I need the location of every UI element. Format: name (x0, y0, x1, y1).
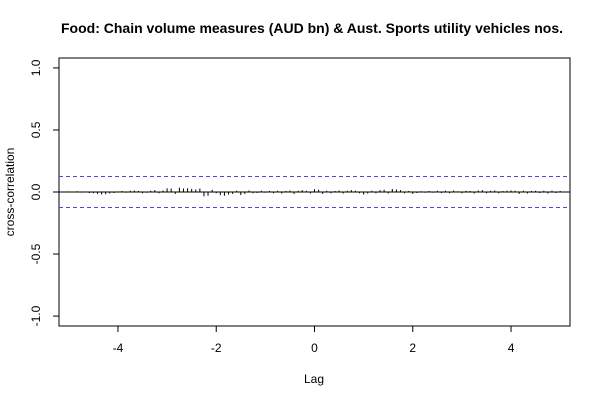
y-axis: -1.0 -0.5 0.0 0.5 1.0 (29, 59, 60, 326)
y-axis-label: cross-correlation (3, 148, 17, 237)
y-tick-label: 0.0 (29, 183, 43, 200)
x-axis: -4 -2 0 2 4 (113, 325, 515, 355)
y-tick-label: 0.5 (29, 121, 43, 138)
x-axis-label: Lag (304, 372, 324, 386)
x-tick-label: -2 (211, 341, 222, 355)
chart-title: Food: Chain volume measures (AUD bn) & A… (61, 20, 563, 36)
x-tick-label: -4 (113, 341, 124, 355)
ccf-bars (68, 187, 561, 197)
y-tick-label: -1.0 (29, 305, 43, 326)
y-tick-label: -0.5 (29, 243, 43, 264)
x-tick-label: 4 (508, 341, 515, 355)
x-tick-label: 2 (409, 341, 416, 355)
x-tick-label: 0 (311, 341, 318, 355)
y-tick-label: 1.0 (29, 59, 43, 76)
